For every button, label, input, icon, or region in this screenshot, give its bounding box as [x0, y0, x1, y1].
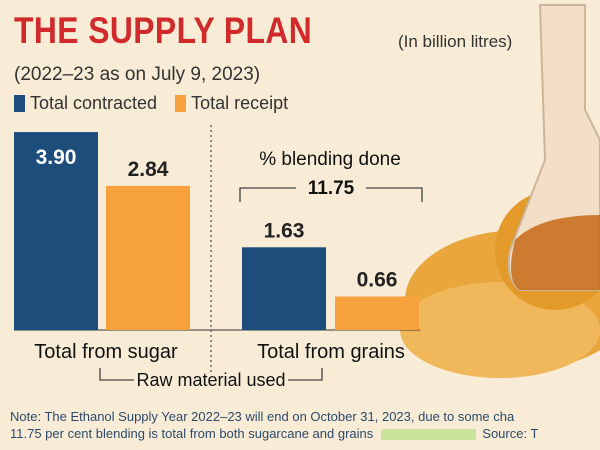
raw-material-bracket: [99, 368, 323, 381]
category-label-sugar: Total from sugar: [34, 341, 178, 363]
legend: Total contracted Total receipt: [14, 93, 306, 114]
bar-sugar-receipt: [106, 185, 190, 330]
value-label-sugar-receipt: 2.84: [128, 158, 169, 181]
blending-label: % blending done: [259, 149, 401, 170]
value-label-grains-receipt: 0.66: [357, 269, 398, 292]
category-label-grains: Total from grains: [257, 341, 405, 363]
value-label-grains-contracted: 1.63: [264, 219, 305, 242]
bar-grains-contracted: [242, 247, 326, 330]
bar-chart: 3.90 2.84 1.63 0.66 Total from sugar Tot…: [14, 4, 600, 390]
footnote-line-1: Note: The Ethanol Supply Year 2022–23 wi…: [10, 409, 515, 424]
legend-swatch-receipt: [175, 95, 187, 112]
legend-item-receipt: Total receipt: [175, 93, 288, 114]
footnote-line-2: 11.75 per cent blending is total from bo…: [10, 425, 600, 442]
footnote-line-2-text: 11.75 per cent blending is total from bo…: [10, 426, 374, 441]
beaker-illustration: [507, 4, 600, 291]
bar-sugar-contracted: [14, 132, 98, 330]
blending-bracket: [239, 187, 423, 202]
blending-value: 11.75: [308, 178, 355, 199]
legend-item-contracted: Total contracted: [14, 93, 157, 114]
legend-swatch-contracted: [14, 95, 25, 112]
chart-subtitle: (2022–23 as on July 9, 2023): [14, 64, 261, 85]
highlight-swatch: [381, 429, 477, 441]
source-label: Source: T: [482, 426, 539, 441]
footnote: Note: The Ethanol Supply Year 2022–23 wi…: [10, 408, 600, 442]
bar-grains-receipt: [335, 296, 419, 330]
raw-material-label: Raw material used: [136, 370, 285, 390]
legend-label-contracted: Total contracted: [30, 93, 158, 113]
value-label-sugar-contracted: 3.90: [36, 146, 77, 169]
unit-label: (In billion litres): [398, 32, 513, 51]
chart-title: THE SUPPLY PLAN: [14, 10, 313, 51]
legend-label-receipt: Total receipt: [191, 93, 289, 113]
